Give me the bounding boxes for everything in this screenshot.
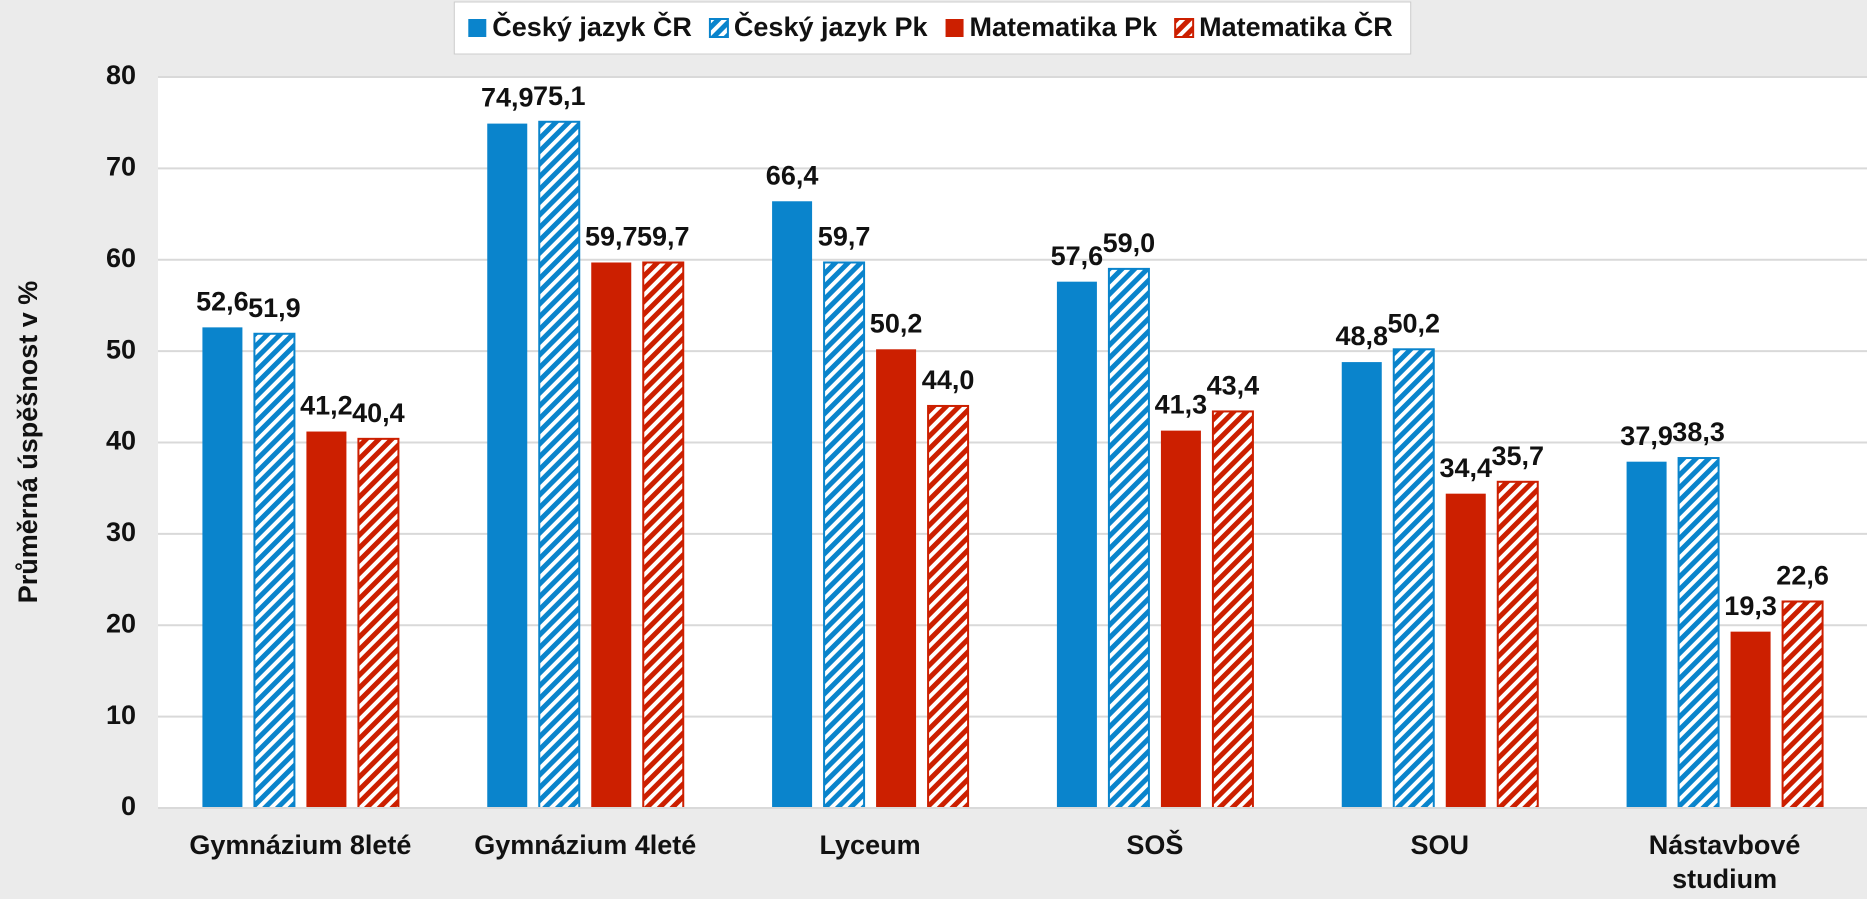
bar (1160, 430, 1201, 808)
data-label: 59,7 (637, 222, 690, 252)
legend-label: Matematika ČR (1199, 11, 1393, 42)
data-label: 66,4 (766, 160, 819, 190)
data-label: 52,6 (196, 286, 249, 316)
y-axis-title: Průměrná úspěšnost v % (13, 281, 43, 604)
data-label: 75,1 (533, 81, 586, 111)
bar (1496, 480, 1539, 809)
data-label: 44,0 (922, 365, 975, 395)
y-tick-label: 80 (106, 60, 136, 90)
data-label: 35,7 (1491, 441, 1544, 471)
bar (642, 261, 685, 809)
bar (1677, 457, 1720, 809)
y-tick-label: 20 (106, 608, 136, 638)
data-label: 34,4 (1439, 453, 1492, 483)
bar (1107, 267, 1150, 809)
data-label: 50,2 (1387, 308, 1440, 338)
legend-swatch (708, 18, 729, 38)
bar (1445, 493, 1486, 808)
data-label: 38,3 (1672, 417, 1725, 447)
bar (253, 332, 296, 809)
data-label: 74,9 (481, 83, 534, 113)
data-label: 37,9 (1620, 421, 1673, 451)
bar (1730, 631, 1771, 808)
bar (306, 431, 347, 808)
x-tick-label: SOŠ (1126, 830, 1184, 860)
bar (876, 349, 917, 808)
legend-label: Matematika Pk (970, 12, 1159, 42)
legend-swatch (468, 19, 487, 37)
data-label: 57,6 (1051, 241, 1104, 271)
data-label: 59,7 (585, 222, 638, 252)
x-tick-label: Gymnázium 4leté (474, 830, 697, 860)
y-tick-label: 0 (121, 791, 136, 821)
data-label: 51,9 (248, 293, 301, 323)
y-tick-label: 70 (106, 152, 136, 182)
bar (1211, 410, 1254, 809)
bar (538, 120, 581, 810)
bar (1341, 362, 1382, 808)
x-tick-label: SOU (1410, 830, 1469, 860)
bar (823, 261, 866, 809)
bar (1626, 461, 1667, 808)
bar (202, 327, 243, 808)
bar (1781, 600, 1824, 809)
legend-swatch (945, 19, 964, 37)
data-label: 50,2 (870, 308, 923, 338)
data-label: 41,2 (300, 391, 353, 421)
bar (772, 201, 813, 808)
data-label: 59,0 (1103, 228, 1156, 258)
y-tick-label: 30 (106, 517, 136, 547)
data-label: 19,3 (1724, 591, 1777, 621)
y-tick-label: 60 (106, 243, 136, 273)
data-label: 41,3 (1155, 390, 1208, 420)
data-label: 48,8 (1335, 321, 1388, 351)
legend-label: Český jazyk ČR (492, 11, 692, 42)
y-tick-label: 50 (106, 334, 136, 364)
bar (1392, 348, 1435, 809)
data-label: 59,7 (818, 222, 871, 252)
data-label: 22,6 (1776, 561, 1829, 591)
legend-label: Český jazyk Pk (734, 11, 929, 42)
legend: Český jazyk ČR Český jazyk Pk Matematika P… (453, 1, 1412, 55)
legend-swatch (1174, 18, 1195, 38)
bar (1056, 281, 1097, 808)
x-tick-label: Lyceum (819, 830, 921, 860)
x-tick-label: Gymnázium 8leté (189, 830, 412, 860)
y-tick-label: 10 (106, 700, 136, 730)
bar (487, 123, 528, 808)
x-tick-label: Nástavbové studium (1648, 830, 1801, 894)
data-label: 43,4 (1207, 371, 1260, 401)
bar (927, 404, 970, 809)
bar (357, 437, 400, 809)
y-tick-label: 40 (106, 426, 136, 456)
bar (591, 262, 632, 809)
data-label: 40,4 (352, 398, 405, 428)
legend-box (453, 1, 1412, 55)
